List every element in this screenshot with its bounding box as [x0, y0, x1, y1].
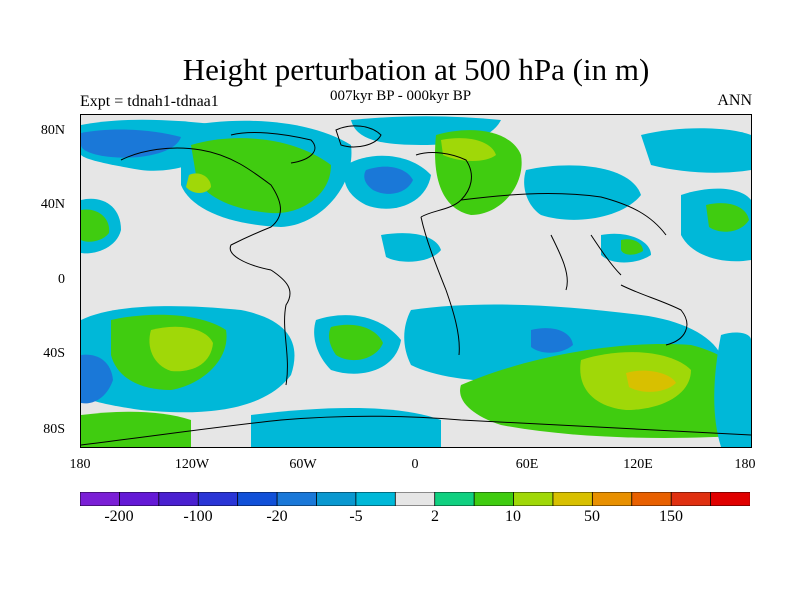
colorbar-label-150: 150	[659, 508, 683, 525]
lat-label-40s: 40S	[43, 346, 65, 361]
colorbar-label-minus20: -20	[266, 508, 288, 525]
colorbar-cell	[631, 492, 672, 506]
field-region	[714, 332, 751, 447]
field-region	[621, 239, 643, 255]
field-region	[81, 209, 110, 242]
colorbar-cell	[119, 492, 160, 506]
experiment-label: Expt = tdnah1-tdnaa1	[80, 93, 219, 110]
colorbar-cell	[80, 492, 121, 506]
colorbar-cell	[473, 492, 515, 506]
colorbar-cell	[710, 492, 750, 506]
colorbar-cell	[394, 492, 436, 506]
colorbar-cell	[276, 492, 318, 506]
colorbar-label-2: 2	[431, 508, 439, 525]
field-region	[531, 328, 573, 353]
colorbar-cell	[158, 492, 199, 506]
field-region	[706, 203, 749, 232]
lon-label-180e: 180	[734, 457, 756, 472]
plot-subtitle: 007kyr BP - 000kyr BP	[330, 88, 472, 104]
lat-label-80s: 80S	[43, 422, 65, 437]
colorbar	[80, 492, 750, 506]
coastline	[590, 234, 622, 276]
colorbar-cell	[513, 492, 554, 506]
coastline	[270, 269, 291, 386]
colorbar-label-minus100: -100	[183, 508, 213, 525]
colorbar-cell	[197, 492, 239, 506]
colorbar-cell	[316, 492, 357, 506]
field-region	[81, 354, 113, 404]
coastline	[120, 147, 281, 271]
colorbar-cell	[237, 492, 278, 506]
lat-label-0: 0	[58, 272, 65, 287]
colorbar-label-minus5: -5	[349, 508, 363, 525]
lon-label-60e: 60E	[515, 457, 539, 472]
colorbar-label-10: 10	[505, 508, 521, 525]
field-region	[364, 166, 413, 194]
field-region	[81, 129, 181, 158]
map-panel	[80, 114, 752, 448]
lon-label-120w: 120W	[174, 457, 210, 472]
plot-title: Height perturbation at 500 hPa (in m)	[182, 52, 650, 87]
field-region	[524, 165, 641, 220]
lon-label-120e: 120E	[623, 457, 653, 472]
colorbar-cell	[552, 492, 594, 506]
colorbar-cell	[434, 492, 475, 506]
coastline	[420, 216, 460, 356]
colorbar-label-50: 50	[584, 508, 600, 525]
field-region	[626, 370, 676, 392]
colorbar-label-minus200: -200	[104, 508, 134, 525]
lat-label-40n: 40N	[40, 197, 65, 212]
coastline	[335, 125, 382, 148]
coastline	[230, 132, 316, 164]
lon-label-60w: 60W	[289, 457, 317, 472]
map-field	[81, 115, 751, 447]
coastline	[415, 152, 472, 218]
field-region	[251, 408, 441, 447]
field-region	[328, 324, 383, 361]
coastline	[460, 193, 667, 236]
colorbar-cell	[591, 492, 633, 506]
field-region	[641, 128, 751, 173]
coastline	[550, 234, 568, 291]
coastline	[620, 284, 688, 346]
field-region	[186, 173, 211, 193]
field-region	[381, 233, 441, 262]
colorbar-cell	[355, 492, 396, 506]
lat-label-80n: 80N	[40, 123, 65, 138]
season-label: ANN	[717, 92, 752, 109]
field-region	[149, 326, 213, 372]
lon-label-0: 0	[411, 457, 419, 472]
colorbar-cell	[670, 492, 712, 506]
lon-label-180w: 180	[69, 457, 91, 472]
field-region	[81, 411, 191, 447]
